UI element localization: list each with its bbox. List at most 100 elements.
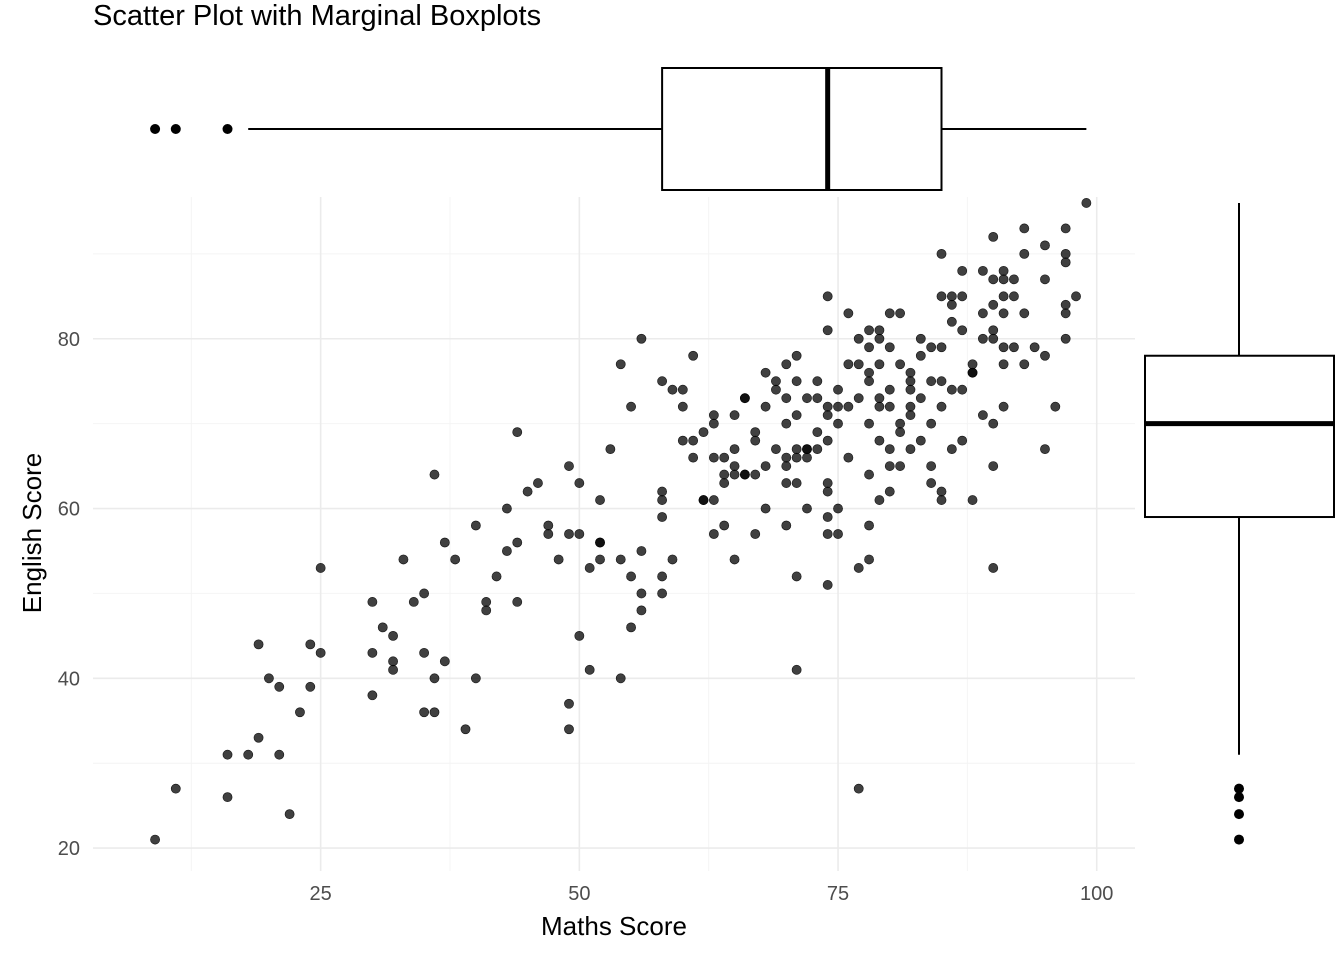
scatter-point: [760, 367, 771, 378]
scatter-point: [698, 427, 709, 438]
scatter-point: [874, 359, 885, 370]
scatter-point: [998, 291, 1009, 302]
scatter-point: [802, 452, 812, 463]
scatter-point: [708, 495, 719, 505]
scatter-point: [822, 291, 833, 302]
y-axis-title: English Score: [17, 453, 47, 613]
scatter-point: [822, 435, 833, 446]
scatter-point: [843, 452, 854, 463]
scatter-point: [791, 444, 802, 455]
scatter-point: [636, 605, 647, 616]
scatter-point: [895, 418, 906, 429]
scatter-point: [305, 639, 316, 650]
scatter-point: [915, 435, 926, 446]
y-box-outlier: [1234, 834, 1244, 845]
scatter-point: [564, 698, 574, 709]
scatter-point: [936, 401, 947, 412]
scatter-point: [564, 461, 574, 471]
scatter-point: [419, 707, 430, 718]
scatter-point: [1060, 299, 1071, 310]
scatter-point: [274, 681, 285, 692]
scatter-point: [864, 520, 874, 531]
scatter-point: [853, 393, 864, 404]
scatter-point: [874, 435, 885, 446]
scatter-point: [626, 401, 636, 412]
scatter-point: [998, 274, 1009, 285]
scatter-point: [781, 359, 792, 370]
y-tick-label: 80: [58, 329, 80, 351]
scatter-point: [1060, 223, 1071, 234]
scatter-point: [822, 486, 833, 497]
x-tick-label: 25: [310, 883, 332, 905]
scatter-point: [915, 350, 926, 361]
scatter-point: [936, 486, 947, 497]
scatter-point: [905, 367, 916, 378]
scatter-point: [802, 503, 812, 514]
scatter-point: [822, 529, 833, 539]
scatter-point: [895, 427, 906, 438]
scatter-point: [388, 656, 398, 667]
scatter-point: [595, 495, 605, 505]
y-box-outlier: [1234, 809, 1244, 820]
scatter-point: [884, 384, 895, 395]
scatter-point: [450, 554, 461, 565]
scatter-point: [895, 461, 906, 471]
scatter-point: [760, 401, 771, 412]
scatter-point: [998, 265, 1009, 276]
y-tick-label: 60: [58, 499, 80, 521]
scatter-point: [595, 554, 605, 565]
scatter-point: [895, 359, 906, 370]
scatter-point: [781, 418, 792, 429]
scatter-point: [957, 435, 968, 446]
scatter-point: [150, 834, 160, 845]
scatter-point: [750, 427, 761, 438]
x-tick-label: 100: [1080, 883, 1113, 905]
scatter-point: [1029, 342, 1040, 353]
scatter-point: [946, 444, 957, 455]
scatter-point: [988, 333, 999, 344]
scatter-point: [864, 376, 874, 387]
scatter-point: [926, 461, 937, 471]
x-box-outlier: [222, 124, 233, 134]
scatter-point: [915, 333, 926, 344]
scatter-point: [657, 571, 668, 582]
scatter-point: [1019, 359, 1030, 370]
scatter-point: [636, 546, 647, 556]
scatter-point: [905, 444, 916, 455]
scatter-point: [771, 376, 781, 387]
scatter-point: [791, 664, 802, 675]
x-box-iqr: [661, 67, 943, 191]
scatter-point: [1060, 248, 1071, 259]
scatter-point: [853, 783, 864, 794]
scatter-point: [367, 597, 378, 607]
scatter-point: [615, 673, 626, 684]
scatter-point: [988, 418, 999, 429]
scatter-point: [564, 529, 574, 539]
scatter-point: [584, 563, 595, 573]
scatter-point: [853, 333, 864, 344]
scatter-point: [967, 359, 978, 370]
scatter-point: [998, 359, 1009, 370]
scatter-point: [781, 478, 792, 488]
scatter-point: [595, 537, 605, 548]
scatter-point: [936, 495, 947, 505]
scatter-point: [1040, 444, 1050, 455]
scatter-point: [864, 367, 874, 378]
scatter-point: [1060, 308, 1071, 319]
scatter-point: [626, 622, 636, 633]
scatter-point: [781, 452, 792, 463]
scatter-point: [739, 393, 750, 404]
scatter-point: [460, 724, 471, 735]
scatter-point: [812, 376, 823, 387]
scatter-point: [988, 325, 999, 336]
scatter-point: [636, 588, 647, 599]
scatter-point: [967, 367, 978, 378]
scatter-point: [988, 563, 999, 573]
x-marginal-boxplot: [150, 67, 1087, 191]
scatter-point: [512, 427, 523, 438]
scatter-point: [243, 749, 254, 760]
scatter-point: [264, 673, 274, 684]
scatter-point: [843, 401, 854, 412]
scatter-point: [905, 384, 916, 395]
scatter-point: [470, 520, 481, 531]
